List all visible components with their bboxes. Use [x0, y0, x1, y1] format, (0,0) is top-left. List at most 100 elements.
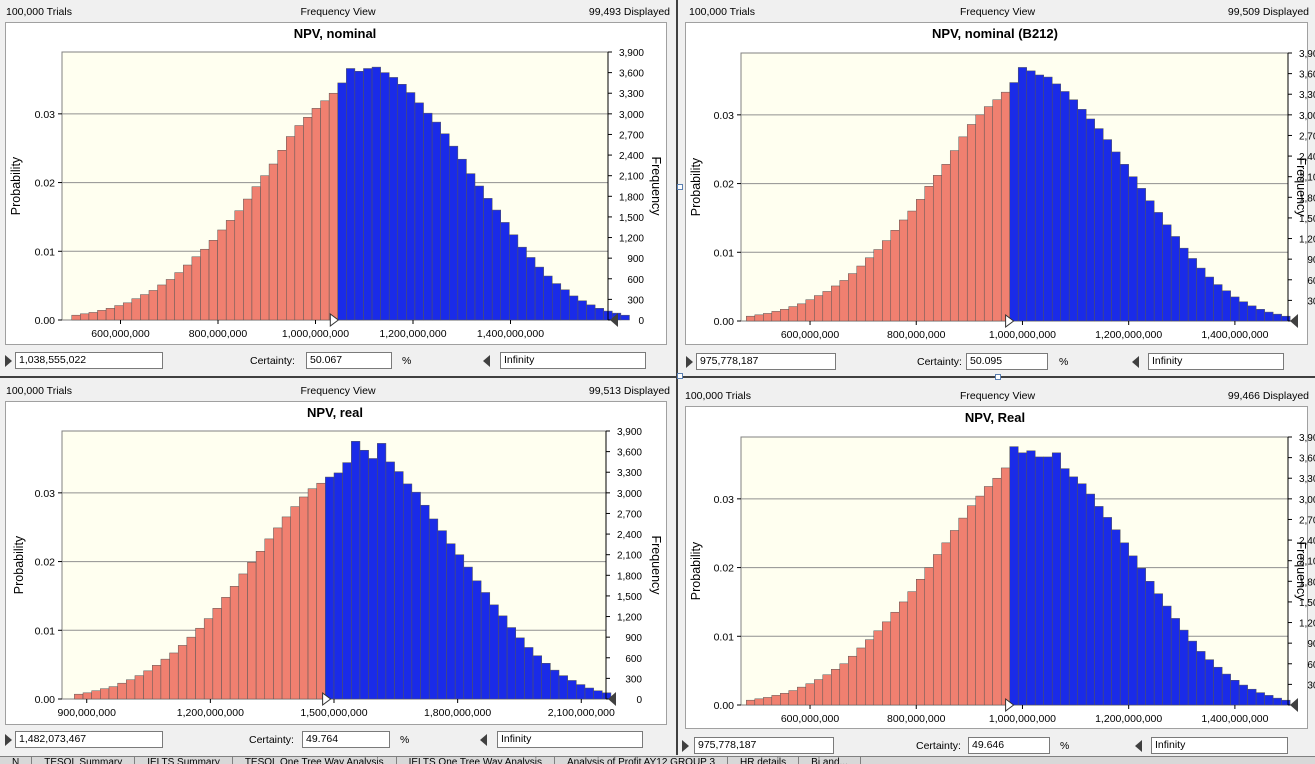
histogram-bar [1111, 151, 1121, 322]
lower-bound-input[interactable]: 1,482,073,467 [15, 731, 163, 748]
histogram-chart: NPV, real 0.00 0.01 0.02 0.03 0 300 600 900 1,200… [12, 405, 663, 719]
upper-bound-grabber-icon[interactable] [1135, 740, 1142, 752]
upper-grabber-icon[interactable] [610, 313, 618, 327]
histogram-bar [428, 518, 439, 700]
sheet-tab-bar: N TESOL Summary IELTS Summary TESOL One Tre… [0, 756, 1315, 764]
y2-tick-label: 3,300 [1299, 90, 1315, 101]
lower-bound-grabber-icon[interactable] [5, 355, 12, 367]
histogram-bar [907, 210, 917, 322]
histogram-bar [1272, 697, 1282, 706]
y2-tick-label: 1,500 [617, 592, 642, 603]
upper-bound-input[interactable]: Infinity [1151, 737, 1288, 754]
histogram-bar [1085, 493, 1095, 706]
histogram-bar [890, 611, 900, 706]
upper-bound-input[interactable]: Infinity [500, 352, 646, 369]
lower-bound-grabber-icon[interactable] [5, 734, 12, 746]
y2-tick-label: 1,800 [1299, 577, 1315, 588]
sheet-tab[interactable]: TESOL Summary [32, 757, 136, 764]
histogram-bar [797, 303, 807, 322]
histogram-bar [1017, 67, 1027, 322]
certainty-input[interactable]: 49.764 [302, 731, 390, 748]
certainty-grabber-icon[interactable] [1005, 698, 1015, 712]
certainty-input[interactable]: 50.067 [306, 352, 392, 369]
histogram-bar [1051, 452, 1061, 706]
histogram-bar [1128, 176, 1138, 322]
histogram-chart: NPV, Real0.000.010.020.0303006009001,200… [689, 410, 1315, 725]
lower-bound-input[interactable]: 1,038,555,022 [15, 352, 163, 369]
sheet-tab[interactable]: Analysis of Profit AY12 GROUP 3 [555, 757, 729, 764]
upper-bound-input[interactable]: Infinity [497, 731, 643, 748]
view-title: Frequency View [959, 6, 1036, 18]
displayed-count: 99,466 Displayed [1227, 390, 1309, 402]
upper-grabber-icon[interactable] [608, 692, 616, 706]
upper-grabber-icon[interactable] [1290, 314, 1298, 328]
y-tick-label: 0.01 [714, 247, 735, 259]
certainty-grabber-icon[interactable] [329, 313, 340, 327]
x-tick-label: 800,000,000 [189, 328, 248, 340]
histogram-bar [882, 621, 892, 706]
trials-count: 100,000 Trials [6, 385, 72, 397]
sheet-tab[interactable]: HR details [728, 757, 800, 764]
histogram-bar [1145, 200, 1155, 322]
upper-bound-grabber-icon[interactable] [1132, 356, 1139, 368]
y2-tick-label: 2,700 [1299, 515, 1315, 526]
histogram-bar [148, 290, 158, 321]
histogram-bar [865, 639, 875, 706]
y2-tick-label: 600 [625, 654, 642, 665]
percent-label: % [1059, 356, 1069, 368]
upper-bound-grabber-icon[interactable] [483, 355, 490, 367]
sheet-tab[interactable]: IELTS One Tree Way Analysis [397, 757, 555, 764]
histogram-bar [346, 68, 356, 321]
histogram-bar [380, 72, 390, 321]
horizontal-splitter[interactable] [0, 376, 1315, 378]
upper-grabber-icon[interactable] [1290, 698, 1298, 712]
histogram-bar [569, 295, 579, 321]
y-tick-label: 0.00 [714, 700, 735, 712]
histogram-bar [290, 506, 300, 700]
certainty-grabber-icon[interactable] [1005, 314, 1015, 328]
certainty-label: Certainty: [916, 740, 961, 752]
histogram-bar [577, 300, 587, 321]
lower-bound-grabber-icon[interactable] [686, 356, 693, 368]
chart-title: NPV, real [307, 405, 363, 420]
y2-tick-label: 600 [627, 275, 644, 286]
histogram-bar [1230, 296, 1240, 322]
histogram-bar [1043, 456, 1053, 706]
histogram-bar [203, 618, 214, 700]
lower-bound-grabber-icon[interactable] [682, 740, 689, 752]
y-axis-title: Probability [12, 535, 26, 594]
histogram-bar [500, 222, 510, 321]
histogram-bar [1187, 258, 1197, 322]
histogram-bar [489, 604, 499, 700]
resize-handle[interactable] [677, 373, 683, 379]
histogram-bar [1051, 83, 1061, 322]
y-tick-label: 0.03 [714, 110, 735, 122]
lower-bound-input[interactable]: 975,778,187 [694, 737, 834, 754]
upper-bound-input[interactable]: Infinity [1148, 353, 1284, 370]
certainty-input[interactable]: 50.095 [966, 353, 1048, 370]
histogram-bar [200, 248, 210, 321]
x-tick-label: 1,000,000,000 [282, 328, 349, 340]
histogram-bar [746, 315, 756, 322]
histogram-bar [576, 684, 586, 700]
certainty-grabber-icon[interactable] [322, 692, 332, 706]
certainty-input[interactable]: 49.646 [968, 737, 1050, 754]
resize-handle[interactable] [995, 374, 1001, 380]
sheet-tab[interactable]: Bi and... [799, 757, 861, 764]
histogram-bar [377, 443, 387, 700]
histogram-bar [593, 690, 603, 700]
sheet-tab[interactable]: N [0, 757, 33, 764]
histogram-bar [294, 125, 304, 321]
y2-tick-label: 2,400 [619, 151, 644, 162]
displayed-count: 99,509 Displayed [1227, 6, 1309, 18]
histogram-bar [509, 234, 519, 321]
sheet-tab[interactable]: TESOL One Tree Way Analysis [233, 757, 397, 764]
histogram-bar [1247, 688, 1257, 706]
histogram-bar [247, 562, 257, 700]
y2-tick-label: 1,500 [1299, 598, 1315, 609]
sheet-tab[interactable]: IELTS Summary [135, 757, 233, 764]
lower-bound-input[interactable]: 975,778,187 [696, 353, 836, 370]
upper-bound-grabber-icon[interactable] [480, 734, 487, 746]
resize-handle[interactable] [677, 184, 683, 190]
histogram-bar [281, 516, 291, 700]
